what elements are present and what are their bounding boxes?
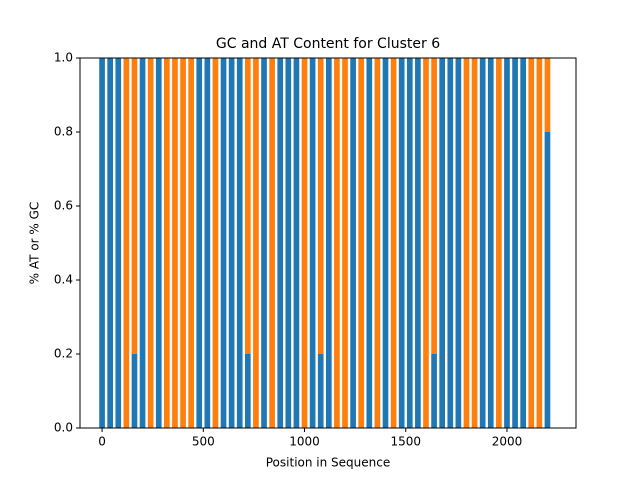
chart-title: GC and AT Content for Cluster 6 bbox=[216, 36, 440, 52]
bar bbox=[415, 58, 421, 428]
bar bbox=[309, 58, 316, 428]
bar bbox=[536, 58, 543, 428]
bar bbox=[180, 58, 186, 428]
bar bbox=[155, 58, 162, 428]
x-tick-label: 1000 bbox=[289, 435, 320, 449]
bar bbox=[528, 58, 535, 428]
bar bbox=[236, 58, 243, 428]
bar bbox=[317, 58, 324, 354]
y-tick-label: 0.4 bbox=[54, 273, 73, 287]
bar bbox=[147, 58, 154, 428]
bar bbox=[139, 58, 146, 428]
plot-frame bbox=[79, 57, 577, 429]
bar bbox=[269, 58, 275, 428]
bar bbox=[423, 58, 429, 428]
x-axis-label: Position in Sequence bbox=[266, 456, 390, 470]
bar bbox=[325, 58, 332, 428]
bar bbox=[406, 58, 413, 428]
x-tick-label: 0 bbox=[98, 435, 106, 449]
bar bbox=[504, 58, 510, 428]
y-tick-label: 0.2 bbox=[54, 347, 73, 361]
y-tick-label: 1.0 bbox=[54, 51, 73, 65]
bar bbox=[544, 132, 551, 428]
bar bbox=[487, 58, 494, 428]
x-tick-label: 1500 bbox=[390, 435, 421, 449]
bar bbox=[107, 58, 113, 428]
bar bbox=[253, 58, 259, 428]
bar bbox=[455, 58, 462, 428]
bar bbox=[317, 354, 324, 428]
y-tick-label: 0.8 bbox=[54, 125, 73, 139]
bar bbox=[301, 58, 308, 428]
bar bbox=[463, 58, 470, 428]
bar bbox=[277, 58, 284, 428]
bar bbox=[374, 58, 381, 428]
x-tick-label: 500 bbox=[192, 435, 215, 449]
bar bbox=[431, 354, 437, 428]
bar bbox=[196, 58, 203, 428]
bar bbox=[342, 58, 348, 428]
bar bbox=[115, 58, 122, 428]
bar bbox=[520, 58, 526, 428]
bar bbox=[99, 58, 105, 428]
bar bbox=[212, 58, 219, 428]
bar bbox=[398, 58, 405, 428]
bar bbox=[131, 58, 138, 354]
bar bbox=[244, 58, 251, 354]
x-tick-label: 2000 bbox=[492, 435, 523, 449]
bar bbox=[204, 58, 211, 428]
bar bbox=[261, 58, 267, 428]
bar bbox=[512, 58, 518, 428]
bar bbox=[334, 58, 340, 428]
bar bbox=[496, 58, 502, 428]
bar bbox=[447, 58, 454, 428]
bar bbox=[228, 58, 235, 428]
bar bbox=[293, 58, 300, 428]
bar bbox=[544, 58, 551, 132]
bar bbox=[220, 58, 227, 428]
y-tick-label: 0.0 bbox=[54, 421, 73, 435]
bar bbox=[382, 58, 389, 428]
bar bbox=[358, 58, 365, 428]
bar bbox=[439, 58, 446, 428]
bar bbox=[123, 58, 130, 428]
bar bbox=[131, 354, 138, 428]
y-axis-label: % AT or % GC bbox=[28, 202, 42, 285]
bar bbox=[431, 58, 437, 354]
bar bbox=[188, 58, 194, 428]
bar bbox=[471, 58, 478, 428]
bar bbox=[479, 58, 486, 428]
bar bbox=[172, 58, 178, 428]
bar bbox=[350, 58, 356, 428]
y-tick-label: 0.6 bbox=[54, 199, 73, 213]
bar bbox=[285, 58, 292, 428]
bar bbox=[164, 58, 170, 428]
bar bbox=[244, 354, 251, 428]
bar bbox=[390, 58, 397, 428]
bar bbox=[366, 58, 373, 428]
